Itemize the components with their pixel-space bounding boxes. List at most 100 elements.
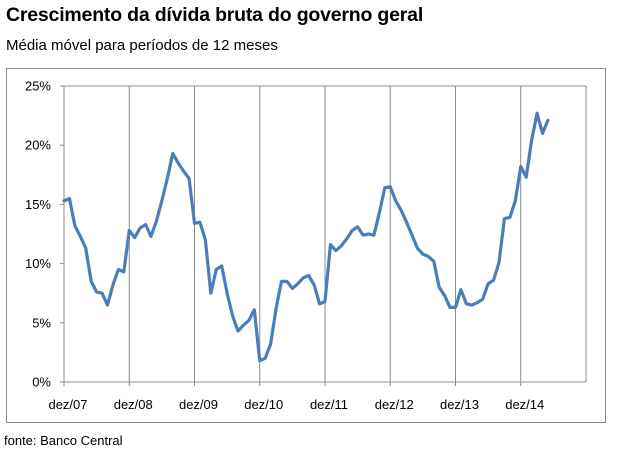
- data-point: [155, 220, 158, 222]
- data-point: [172, 152, 174, 155]
- data-point: [503, 218, 506, 220]
- chart-title: Crescimento da dívida bruta do governo g…: [6, 4, 424, 26]
- data-point: [123, 271, 125, 273]
- data-point: [433, 260, 435, 262]
- data-point: [79, 235, 81, 237]
- data-point: [547, 119, 549, 121]
- data-point: [193, 222, 196, 224]
- data-point: [183, 170, 185, 172]
- data-point: [177, 162, 179, 164]
- data-point: [112, 284, 114, 286]
- data-point: [117, 268, 119, 271]
- data-point: [465, 303, 467, 305]
- data-point: [161, 200, 163, 202]
- data-point: [215, 268, 217, 271]
- data-point: [134, 236, 136, 239]
- data-point: [384, 187, 386, 189]
- data-point: [471, 304, 473, 306]
- data-point: [297, 283, 299, 285]
- data-point: [346, 238, 348, 240]
- data-point: [221, 265, 223, 267]
- data-point: [313, 284, 315, 286]
- data-point: [492, 279, 495, 281]
- data-point: [531, 139, 533, 142]
- data-point: [280, 280, 283, 282]
- data-point: [454, 306, 457, 309]
- data-point: [449, 306, 451, 309]
- chart-frame: [6, 68, 606, 423]
- data-point: [106, 304, 109, 306]
- data-point: [411, 234, 413, 236]
- data-point: [422, 253, 424, 255]
- data-point: [291, 287, 293, 290]
- data-point: [498, 261, 500, 264]
- data-point: [378, 212, 380, 214]
- data-point: [318, 303, 321, 305]
- data-point: [444, 294, 446, 297]
- data-point: [514, 200, 516, 202]
- data-point: [405, 221, 408, 223]
- data-point: [438, 286, 440, 288]
- x-tick-label: dez/09: [179, 397, 218, 412]
- data-point: [308, 274, 310, 277]
- data-point: [188, 177, 190, 179]
- data-point: [242, 324, 245, 326]
- data-point: [253, 309, 255, 311]
- data-point: [536, 112, 538, 114]
- x-tick-label: dez/07: [48, 397, 87, 412]
- data-point: [210, 292, 212, 294]
- data-point: [340, 245, 342, 247]
- data-point: [427, 255, 429, 258]
- x-tick-label: dez/14: [505, 397, 544, 412]
- data-point: [96, 291, 98, 293]
- data-point: [520, 165, 522, 168]
- data-point: [144, 223, 147, 226]
- data-point: [416, 247, 419, 249]
- data-point: [226, 292, 228, 294]
- data-point: [139, 227, 141, 229]
- source-note: fonte: Banco Central: [4, 433, 123, 448]
- data-point: [487, 283, 489, 285]
- y-tick-label: 20%: [25, 138, 51, 153]
- data-point: [231, 315, 234, 317]
- x-tick-label: dez/11: [310, 397, 348, 412]
- data-point: [63, 200, 65, 202]
- data-point: [395, 200, 397, 202]
- y-tick-label: 25%: [25, 79, 51, 94]
- data-point: [264, 357, 266, 359]
- data-point: [389, 186, 391, 188]
- data-point: [302, 277, 304, 279]
- data-point: [329, 244, 332, 246]
- y-tick-label: 0%: [32, 375, 51, 390]
- data-point: [357, 226, 359, 228]
- data-point: [335, 249, 337, 252]
- y-tick-label: 15%: [25, 197, 51, 212]
- data-point: [324, 300, 326, 303]
- y-tick-label: 10%: [25, 256, 51, 271]
- x-tick-label: dez/08: [114, 397, 153, 412]
- data-point: [204, 239, 206, 241]
- data-point: [373, 234, 375, 236]
- data-point: [525, 176, 527, 178]
- data-point: [541, 132, 544, 134]
- data-point: [90, 280, 92, 282]
- data-point: [74, 225, 76, 227]
- data-point: [286, 280, 288, 282]
- data-point: [85, 247, 87, 249]
- data-point: [166, 177, 168, 179]
- data-point: [150, 235, 152, 237]
- data-point: [400, 209, 402, 211]
- x-tick-label: dez/13: [440, 397, 479, 412]
- data-point: [199, 221, 201, 223]
- series-line: [62, 111, 550, 363]
- data-point: [476, 302, 478, 304]
- data-point: [482, 298, 484, 300]
- data-point: [460, 289, 462, 291]
- chart-subtitle: Média móvel para períodos de 12 meses: [6, 37, 278, 54]
- data-point: [68, 197, 71, 200]
- data-point: [128, 229, 130, 232]
- data-point: [101, 292, 103, 294]
- data-point: [509, 216, 511, 219]
- y-tick-label: 5%: [32, 315, 51, 330]
